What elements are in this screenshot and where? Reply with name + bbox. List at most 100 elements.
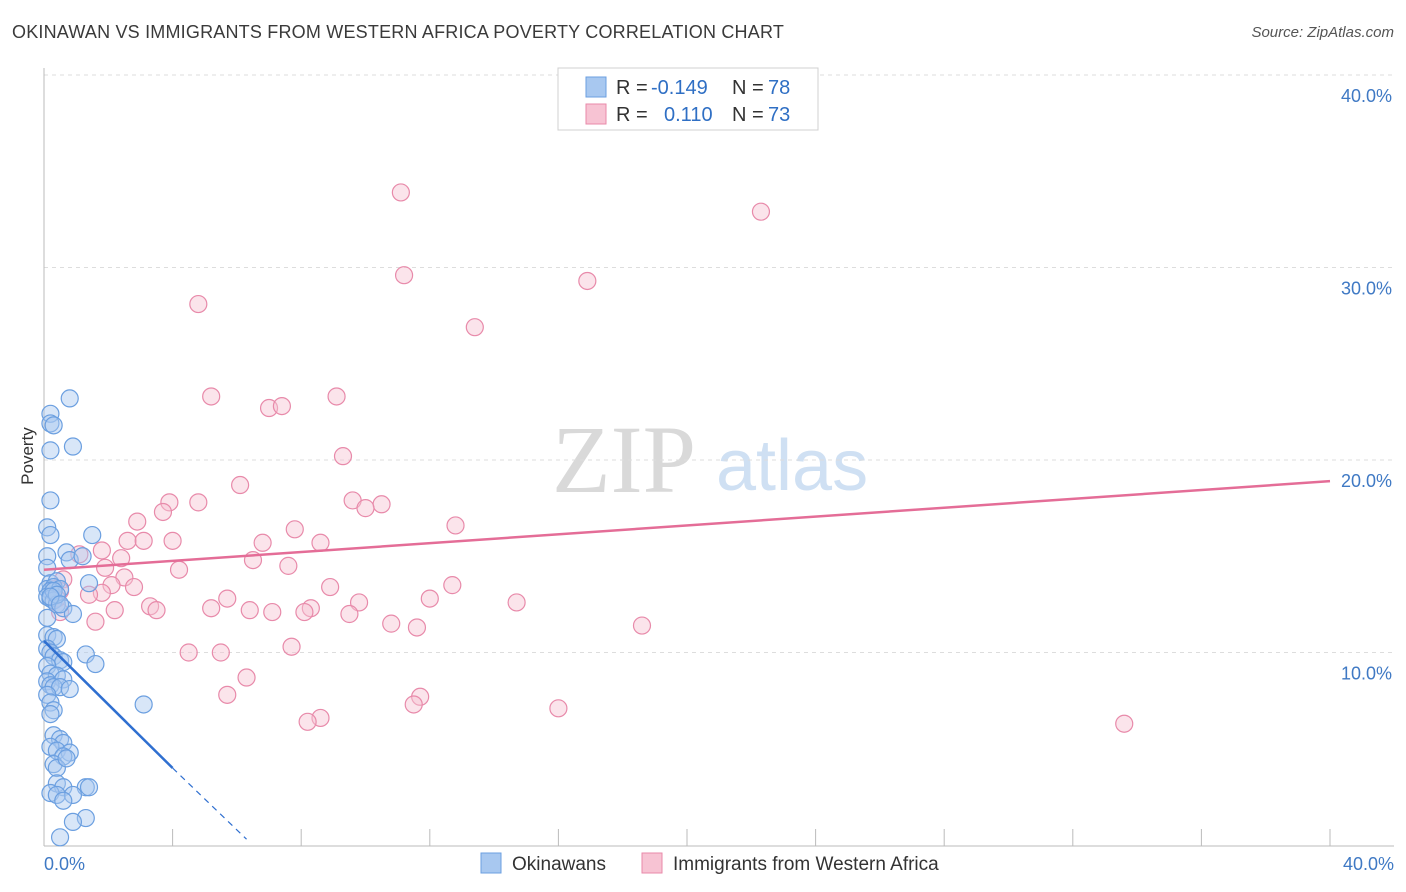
point-okinawans [41,414,60,433]
legend-n-label-blue: N = [732,77,764,99]
point-immigrants [465,318,484,337]
point-immigrants [202,599,221,618]
bottom-legend-label-okinawans: Okinawans [512,854,606,875]
point-immigrants [231,475,250,495]
point-immigrants [1115,714,1134,733]
point-immigrants [751,202,771,221]
point-immigrants [372,495,391,514]
y-tick-label: 40.0% [1341,86,1392,106]
axes [43,68,1394,847]
point-okinawans [47,758,66,778]
legend-r-label-pink: R = [616,104,648,126]
point-okinawans [54,791,73,810]
point-immigrants [394,266,414,285]
point-okinawans [41,587,60,606]
chart-title: OKINAWAN VS IMMIGRANTS FROM WESTERN AFRI… [12,22,785,42]
legend-r-label-blue: R = [616,77,648,99]
point-immigrants [92,541,111,560]
point-okinawans [54,747,73,766]
trend-line-immigrants [43,479,1331,571]
x-tick-label-start: 0.0% [44,854,85,874]
point-okinawans [60,679,79,699]
point-okinawans [50,595,70,614]
y-tick-labels: 10.0% 20.0% 30.0% 40.0% [1341,86,1392,684]
point-immigrants [407,618,427,637]
point-immigrants [420,589,439,608]
point-okinawans [63,812,83,832]
y-axis-title: Poverty [18,427,37,485]
point-immigrants [279,556,298,575]
point-okinawans [79,778,99,797]
point-immigrants [189,294,208,314]
point-immigrants [327,387,346,406]
point-immigrants [147,601,166,620]
point-immigrants [333,447,353,466]
point-okinawans [38,608,57,627]
point-immigrants [202,387,221,406]
point-immigrants [102,576,121,595]
point-immigrants [124,577,144,597]
point-immigrants [282,637,301,656]
point-immigrants [112,549,131,568]
point-okinawans [41,525,60,545]
bottom-legend-swatch-immigrants [641,852,663,874]
point-immigrants [632,616,652,635]
point-okinawans [134,695,153,714]
legend-n-value-blue: 78 [768,77,790,99]
point-immigrants [321,577,340,597]
point-okinawans [41,441,60,460]
series-immigrants-western-africa [44,183,1134,733]
point-okinawans [50,828,70,847]
point-immigrants [391,183,410,202]
watermark-atlas: atlas [716,426,868,506]
legend-r-value-pink: 0.110 [664,104,713,126]
point-okinawans [44,627,63,647]
point-immigrants [578,271,597,291]
series-okinawans [38,389,153,847]
bottom-legend-label-immigrants: Immigrants from Western Africa [673,854,939,875]
series-legend: Okinawans Immigrants from Western Africa [480,852,939,875]
point-okinawans [60,389,79,408]
point-okinawans [41,491,60,510]
point-okinawans [41,704,60,724]
x-ticks [172,829,1331,846]
point-immigrants [285,520,304,539]
y-tick-label: 10.0% [1341,664,1392,684]
bottom-legend-swatch-okinawans [480,852,502,874]
point-immigrants [169,560,189,579]
point-immigrants [128,512,147,531]
legend-r-value-blue: -0.149 [651,77,708,99]
point-immigrants [86,612,105,631]
point-okinawans [63,437,83,456]
point-immigrants [118,531,137,550]
point-immigrants [507,593,526,612]
point-immigrants [549,699,568,718]
point-immigrants [446,516,465,535]
y-tick-label: 20.0% [1341,471,1392,491]
point-immigrants [356,499,375,518]
point-okinawans [73,547,92,566]
point-okinawans [86,654,105,674]
point-immigrants [160,493,179,512]
point-immigrants [211,643,230,662]
x-tick-label-end: 40.0% [1343,854,1394,874]
point-immigrants [134,531,153,550]
point-okinawans [83,525,102,545]
point-immigrants [163,531,182,550]
point-okinawans [79,574,99,593]
trend-line-okinawans [43,640,174,769]
point-immigrants [340,604,359,624]
point-okinawans [63,604,83,624]
point-okinawans [44,416,63,435]
point-immigrants [382,614,401,633]
trend-lines [43,479,1331,840]
point-immigrants [443,576,462,595]
point-okinawans [57,749,76,768]
correlation-legend: R = -0.149 N = 78 R = 0.110 N = 73 [557,67,819,131]
point-immigrants [218,589,237,608]
point-immigrants [311,533,330,552]
point-immigrants [95,558,115,577]
source-credit: Source: ZipAtlas.com [1251,24,1394,41]
point-immigrants [298,712,317,731]
legend-n-value-pink: 73 [768,104,790,126]
